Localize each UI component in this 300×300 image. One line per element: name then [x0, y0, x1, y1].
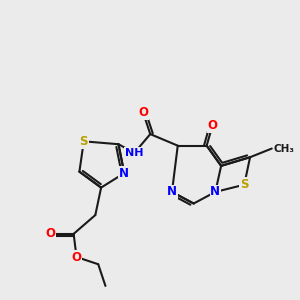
- Text: NH: NH: [125, 148, 144, 158]
- Text: CH₃: CH₃: [273, 144, 294, 154]
- Text: O: O: [71, 250, 82, 263]
- Text: N: N: [167, 185, 177, 198]
- Text: S: S: [240, 178, 248, 191]
- Text: O: O: [46, 227, 56, 240]
- Text: N: N: [119, 167, 129, 180]
- Text: N: N: [210, 185, 220, 198]
- Text: O: O: [208, 119, 218, 132]
- Text: S: S: [80, 135, 88, 148]
- Text: O: O: [138, 106, 148, 119]
